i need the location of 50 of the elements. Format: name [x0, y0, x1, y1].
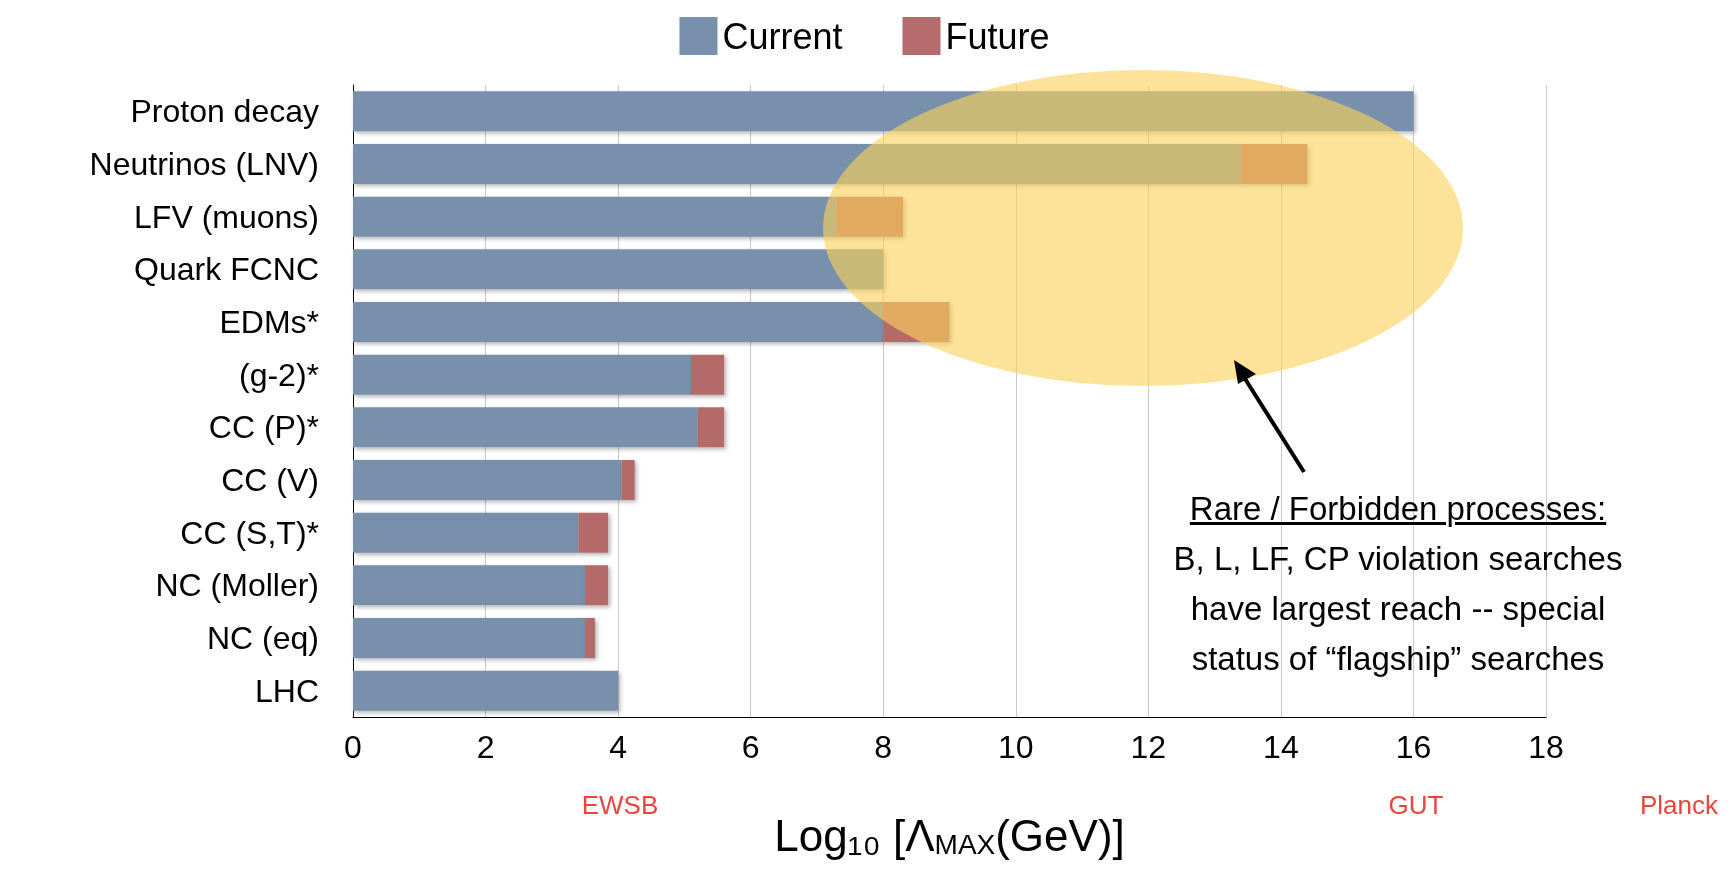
y-tick-label: LHC [254, 672, 319, 709]
annotation: Rare / Forbidden processes: B, L, LF, CP violation searches have largest reach -- special status of “flagship” searches [1172, 489, 1624, 679]
x-axis-title: Log₁₀ [ΛMAX(GeV)] [774, 810, 1125, 860]
x-tick-label: 16 [1395, 729, 1432, 765]
bar [353, 196, 837, 237]
y-tick-label: LFV (muons) [134, 198, 319, 235]
bar [883, 301, 950, 343]
text: GUT [1388, 790, 1444, 820]
bar [353, 407, 698, 448]
bar [578, 512, 609, 553]
x-tick-label: 10 [997, 729, 1034, 765]
bar [836, 196, 904, 237]
bar [584, 617, 595, 659]
bar [353, 91, 1414, 132]
y-tick-label: (g-2)* [238, 356, 319, 393]
bar [584, 565, 609, 606]
y-tick-label: NC (eq) [206, 620, 319, 656]
text: Planck [1639, 790, 1720, 820]
bar [1241, 143, 1308, 185]
bar [353, 354, 692, 395]
y-tick-label: NC (Moller) [155, 567, 319, 604]
y-tick-label: CC (P)* [208, 409, 319, 446]
x-tick-label: 14 [1263, 729, 1299, 765]
bar [353, 249, 884, 290]
x-tick-label: 6 [741, 729, 760, 765]
x-tick-label: 18 [1528, 729, 1564, 765]
y-tick-label: Quark FCNC [134, 251, 319, 288]
bar [353, 617, 585, 659]
bar [697, 407, 725, 448]
x-tick-label: 8 [874, 729, 893, 765]
bar [353, 301, 884, 343]
legend-label: Future [945, 15, 1050, 57]
bar [621, 459, 635, 501]
x-tick-label: 2 [476, 729, 495, 765]
bar [353, 565, 585, 606]
x-tick-label: 0 [344, 729, 362, 765]
bar [353, 143, 1242, 185]
bar [691, 354, 725, 395]
legend-label: Current [722, 15, 843, 57]
y-tick-label: Neutrinos (LNV) [89, 146, 319, 182]
bar [353, 459, 622, 501]
x-tick-label: 4 [609, 729, 628, 765]
bar [353, 670, 619, 711]
text: EWSB [581, 790, 659, 820]
y-tick-label: Proton decay [130, 93, 319, 130]
y-tick-label: CC (V) [221, 462, 319, 498]
bar [353, 512, 579, 553]
y-tick-label: EDMs* [219, 304, 319, 340]
y-tick-label: CC (S,T)* [180, 514, 319, 551]
x-tick-label: 12 [1130, 729, 1167, 765]
